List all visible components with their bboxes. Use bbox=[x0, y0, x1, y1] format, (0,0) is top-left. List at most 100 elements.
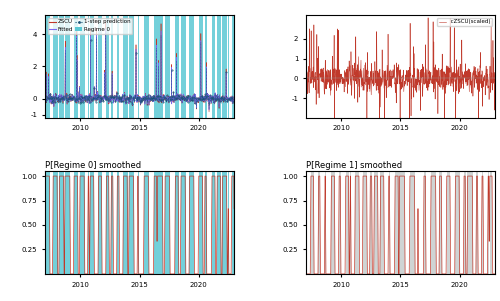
r.ZSCU(scaled) bbox=[492, 78, 498, 81]
Bar bbox=[154, 171, 157, 274]
Fitted bbox=[121, 95, 127, 99]
Bar bbox=[222, 15, 227, 118]
Bar bbox=[440, 171, 442, 274]
r.ZSCU(scaled) bbox=[474, 74, 480, 78]
Bar bbox=[175, 15, 178, 118]
ZSCU bbox=[160, 100, 166, 104]
ZSCU bbox=[121, 95, 127, 98]
Bar bbox=[53, 171, 58, 274]
Bar bbox=[181, 171, 186, 274]
Bar bbox=[325, 171, 326, 274]
Fitted bbox=[231, 97, 237, 100]
ZSCU bbox=[168, 63, 174, 66]
Bar bbox=[198, 15, 203, 118]
Bar bbox=[482, 171, 484, 274]
ZSCU bbox=[174, 51, 180, 55]
Bar bbox=[165, 171, 170, 274]
Bar bbox=[310, 171, 314, 274]
Bar bbox=[198, 171, 203, 274]
Line: ZSCU: ZSCU bbox=[45, 22, 234, 112]
ZSCU bbox=[231, 96, 237, 100]
Bar bbox=[217, 171, 221, 274]
1-step prediction bbox=[168, 68, 174, 72]
Bar bbox=[45, 15, 50, 118]
Fitted bbox=[213, 97, 219, 100]
Bar bbox=[455, 171, 460, 274]
Line: r.ZSCU(scaled): r.ZSCU(scaled) bbox=[306, 18, 495, 132]
r.ZSCU(scaled) bbox=[425, 16, 431, 20]
r.ZSCU(scaled) bbox=[434, 69, 440, 72]
Bar bbox=[144, 15, 149, 118]
Bar bbox=[490, 171, 492, 274]
Bar bbox=[350, 171, 351, 274]
Bar bbox=[65, 15, 70, 118]
Bar bbox=[117, 171, 119, 274]
Fitted bbox=[168, 65, 174, 69]
Bar bbox=[339, 171, 340, 274]
Bar bbox=[158, 171, 163, 274]
Bar bbox=[111, 15, 114, 118]
Bar bbox=[212, 15, 216, 118]
Fitted bbox=[174, 55, 180, 59]
Bar bbox=[388, 171, 390, 274]
r.ZSCU(scaled) bbox=[382, 117, 388, 121]
Bar bbox=[53, 15, 58, 118]
Bar bbox=[60, 171, 64, 274]
Bar bbox=[190, 171, 194, 274]
Bar bbox=[217, 15, 221, 118]
Bar bbox=[204, 15, 206, 118]
Bar bbox=[124, 171, 128, 274]
1-step prediction bbox=[121, 96, 127, 99]
Legend: ZSCU, Fitted, 1-step prediction, Regime 0: ZSCU, Fitted, 1-step prediction, Regime … bbox=[48, 18, 132, 34]
1-step prediction bbox=[160, 99, 166, 102]
Line: Fitted: Fitted bbox=[45, 29, 234, 110]
Bar bbox=[106, 171, 109, 274]
ZSCU bbox=[102, 20, 108, 23]
1-step prediction bbox=[102, 32, 108, 36]
Bar bbox=[165, 15, 170, 118]
Bar bbox=[232, 15, 234, 118]
Fitted bbox=[102, 27, 108, 31]
Bar bbox=[355, 171, 360, 274]
Bar bbox=[446, 171, 450, 274]
ZSCU bbox=[206, 110, 212, 114]
r.ZSCU(scaled) bbox=[456, 92, 462, 95]
Bar bbox=[431, 171, 436, 274]
Bar bbox=[212, 171, 216, 274]
1-step prediction bbox=[174, 60, 180, 63]
Bar bbox=[400, 171, 405, 274]
1-step prediction bbox=[216, 107, 222, 110]
Bar bbox=[80, 171, 84, 274]
Bar bbox=[124, 15, 128, 118]
Bar bbox=[88, 15, 89, 118]
Bar bbox=[395, 171, 398, 274]
Bar bbox=[111, 171, 114, 274]
Bar bbox=[90, 171, 94, 274]
Bar bbox=[488, 171, 489, 274]
Bar bbox=[88, 171, 89, 274]
Bar bbox=[45, 171, 50, 274]
Bar bbox=[232, 171, 234, 274]
Bar bbox=[154, 15, 157, 118]
Bar bbox=[318, 171, 320, 274]
r.ZSCU(scaled) bbox=[430, 82, 436, 86]
Bar bbox=[117, 15, 119, 118]
Bar bbox=[346, 171, 349, 274]
Text: P[Regime 0] smoothed: P[Regime 0] smoothed bbox=[45, 161, 141, 170]
Fitted bbox=[160, 100, 166, 103]
Bar bbox=[74, 15, 78, 118]
Bar bbox=[363, 171, 367, 274]
r.ZSCU(scaled) bbox=[420, 65, 426, 69]
Fitted bbox=[206, 108, 212, 112]
Bar bbox=[476, 171, 478, 274]
Bar bbox=[331, 171, 335, 274]
Bar bbox=[175, 171, 178, 274]
Bar bbox=[410, 171, 415, 274]
r.ZSCU(scaled) bbox=[303, 79, 309, 82]
Bar bbox=[144, 171, 149, 274]
Bar bbox=[204, 171, 206, 274]
Bar bbox=[129, 15, 134, 118]
1-step prediction bbox=[42, 95, 48, 98]
Legend: r.ZSCU(scaled): r.ZSCU(scaled) bbox=[438, 18, 492, 26]
Bar bbox=[98, 15, 102, 118]
